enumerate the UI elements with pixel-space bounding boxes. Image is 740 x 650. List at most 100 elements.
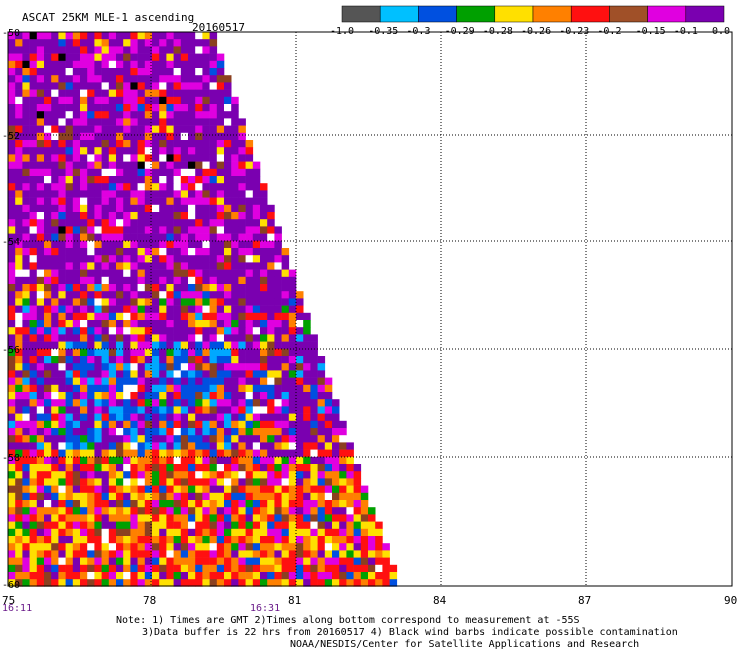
- swath-cell: [116, 363, 124, 371]
- swath-cell: [238, 348, 246, 357]
- swath-cell: [15, 312, 23, 321]
- swath-cell: [238, 435, 246, 443]
- swath-cell: [159, 399, 167, 407]
- swath-cell: [303, 464, 311, 472]
- swath-cell: [29, 60, 38, 69]
- swath-cell: [180, 312, 189, 321]
- swath-cell: [137, 212, 146, 220]
- swath-cell: [267, 255, 275, 263]
- swath-cell: [260, 449, 268, 458]
- swath-cell: [252, 442, 261, 450]
- swath-cell: [188, 471, 196, 479]
- swath-cell: [144, 96, 153, 105]
- swath-cell: [72, 334, 81, 342]
- swath-cell: [216, 154, 225, 162]
- swath-cell: [58, 528, 66, 537]
- swath-cell: [195, 248, 203, 256]
- swath-cell: [8, 435, 16, 443]
- swath-cell: [137, 32, 146, 40]
- swath-cell: [180, 46, 189, 54]
- swath-cell: [123, 32, 131, 40]
- swath-cell: [15, 449, 23, 458]
- swath-cell: [195, 291, 203, 299]
- swath-cell: [260, 521, 268, 530]
- swath-cell: [252, 449, 261, 458]
- swath-cell: [231, 183, 239, 191]
- swath-cell: [245, 204, 254, 213]
- swath-cell: [173, 276, 182, 285]
- swath-cell: [22, 233, 30, 242]
- swath-cell: [22, 312, 30, 321]
- swath-cell: [159, 320, 167, 328]
- swath-cell: [8, 384, 16, 393]
- swath-cell: [123, 485, 131, 494]
- swath-cell: [65, 212, 74, 220]
- swath-cell: [166, 168, 174, 177]
- swath-cell: [72, 420, 81, 429]
- swath-cell: [224, 464, 232, 472]
- swath-cell: [101, 140, 110, 148]
- swath-cell: [224, 140, 232, 148]
- swath-cell: [216, 456, 225, 465]
- swath-cell: [195, 392, 203, 400]
- lat-lon-grid: [8, 32, 732, 586]
- swath-cell: [288, 521, 297, 530]
- swath-cell: [339, 420, 347, 429]
- swath-cell: [123, 248, 131, 256]
- swath-cell: [195, 190, 203, 198]
- swath-cell: [245, 212, 254, 220]
- swath-cell: [180, 464, 189, 472]
- swath-cell: [173, 536, 182, 544]
- swath-cell: [101, 464, 110, 472]
- swath-cell: [159, 456, 167, 465]
- swath-cell: [80, 572, 88, 580]
- swath-cell: [324, 507, 333, 515]
- swath-cell: [310, 500, 318, 508]
- swath-cell: [180, 528, 189, 537]
- swath-cell: [288, 305, 297, 314]
- swath-cell: [72, 500, 81, 508]
- swath-cell: [36, 39, 45, 47]
- swath-cell: [195, 341, 203, 350]
- swath-cell: [188, 132, 196, 141]
- swath-cell: [72, 53, 81, 62]
- swath-cell: [202, 579, 210, 587]
- swath-cell: [152, 572, 160, 580]
- swath-cell: [166, 204, 174, 213]
- swath-cell: [29, 536, 38, 544]
- swath-cell: [87, 550, 95, 558]
- swath-cell: [216, 190, 225, 198]
- swath-cell: [130, 579, 138, 587]
- swath-cell: [252, 348, 261, 357]
- swath-cell: [252, 528, 261, 537]
- swath-cell: [180, 456, 189, 465]
- swath-cell: [94, 564, 102, 573]
- swath-cell: [180, 204, 189, 213]
- swath-cell: [36, 219, 45, 227]
- swath-cell: [195, 377, 203, 386]
- swath-cell: [209, 471, 218, 479]
- y-tick-label: -56: [2, 345, 21, 356]
- swath-cell: [288, 507, 297, 515]
- swath-cell: [216, 528, 225, 537]
- swath-cell: [72, 233, 81, 242]
- swath-cell: [317, 435, 326, 443]
- swath-cell: [353, 478, 362, 486]
- swath-cell: [123, 255, 131, 263]
- swath-cell: [202, 536, 210, 544]
- swath-cell: [346, 507, 354, 515]
- swath-cell: [94, 543, 102, 551]
- swath-cell: [8, 284, 16, 292]
- swath-cell: [87, 543, 95, 551]
- swath-cell: [152, 500, 160, 508]
- swath-cell: [245, 456, 254, 465]
- swath-cell: [36, 500, 45, 508]
- swath-cell: [180, 111, 189, 119]
- swath-cell: [180, 507, 189, 515]
- swath-cell: [101, 348, 110, 357]
- swath-cell: [65, 262, 74, 270]
- time-label: 16:31: [250, 603, 281, 614]
- swath-cell: [80, 32, 88, 40]
- swath-cell: [29, 161, 38, 170]
- swath-cell: [209, 161, 218, 170]
